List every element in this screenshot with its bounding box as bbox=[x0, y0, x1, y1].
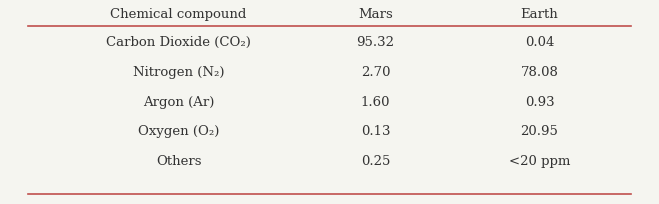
Text: 78.08: 78.08 bbox=[521, 66, 558, 79]
Text: 2.70: 2.70 bbox=[360, 66, 390, 79]
Text: Nitrogen (N₂): Nitrogen (N₂) bbox=[133, 66, 224, 79]
Text: Chemical compound: Chemical compound bbox=[110, 8, 246, 21]
Text: Carbon Dioxide (CO₂): Carbon Dioxide (CO₂) bbox=[106, 36, 251, 49]
Text: 0.25: 0.25 bbox=[360, 155, 390, 168]
Text: 0.93: 0.93 bbox=[525, 96, 554, 109]
Text: 20.95: 20.95 bbox=[521, 125, 558, 139]
Text: 0.04: 0.04 bbox=[525, 36, 554, 49]
Text: 1.60: 1.60 bbox=[360, 96, 390, 109]
Text: Others: Others bbox=[156, 155, 201, 168]
Text: 95.32: 95.32 bbox=[357, 36, 395, 49]
Text: 0.13: 0.13 bbox=[360, 125, 390, 139]
Text: Earth: Earth bbox=[521, 8, 558, 21]
Text: Oxygen (O₂): Oxygen (O₂) bbox=[138, 125, 219, 139]
Text: <20 ppm: <20 ppm bbox=[509, 155, 570, 168]
Text: Mars: Mars bbox=[358, 8, 393, 21]
Text: Argon (Ar): Argon (Ar) bbox=[143, 96, 214, 109]
